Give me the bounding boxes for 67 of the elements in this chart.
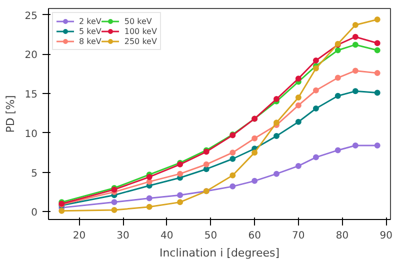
point	[352, 88, 358, 94]
point	[374, 90, 380, 96]
point	[274, 133, 280, 140]
legend-label: 100 keV	[124, 26, 157, 36]
point	[252, 178, 258, 184]
y-tick-label: 25	[24, 10, 38, 22]
point	[374, 70, 380, 76]
point	[230, 156, 236, 162]
y-tick-label: 15	[24, 90, 38, 101]
point	[230, 150, 236, 156]
point	[252, 150, 258, 156]
point	[177, 170, 184, 177]
x-axis-title: Inclination i [degrees]	[159, 246, 280, 260]
point	[230, 183, 236, 190]
point	[374, 16, 380, 23]
point	[295, 162, 302, 169]
y-axis-title: PD [%]	[4, 95, 17, 133]
point	[203, 161, 210, 168]
x-tick-label: 40	[160, 230, 174, 242]
point	[312, 105, 319, 112]
point	[111, 199, 118, 206]
point	[111, 207, 118, 214]
x-tick-label: 60	[248, 230, 261, 242]
point	[295, 118, 302, 125]
y-tick-label: 0	[31, 208, 38, 219]
point	[352, 22, 358, 28]
point	[312, 57, 319, 64]
point	[312, 87, 319, 94]
point	[146, 195, 152, 202]
point	[274, 170, 280, 177]
legend-label: 50 keV	[124, 16, 152, 26]
legend-label: 5 keV	[79, 26, 102, 36]
point	[295, 102, 302, 108]
point	[295, 94, 302, 100]
point	[312, 65, 319, 72]
point	[352, 68, 358, 74]
x-tick-label: 20	[72, 230, 86, 242]
point	[295, 76, 302, 82]
y-tick-label: 20	[24, 50, 38, 62]
point	[252, 135, 258, 142]
point	[274, 120, 280, 126]
point	[58, 208, 65, 214]
y-tick-label: 5	[31, 168, 38, 180]
point	[334, 74, 341, 81]
point	[352, 34, 358, 40]
legend-label: 2 keV	[79, 16, 102, 26]
point	[374, 142, 380, 148]
point	[334, 92, 341, 99]
x-tick-label: 50	[204, 230, 218, 242]
point	[177, 192, 184, 198]
x-tick-label: 80	[336, 230, 349, 242]
point	[374, 40, 380, 46]
point	[177, 199, 184, 206]
point	[334, 47, 341, 54]
point	[352, 142, 358, 148]
point	[334, 147, 341, 154]
point	[230, 172, 236, 178]
point	[352, 42, 358, 48]
legend-label: 8 keV	[79, 36, 102, 46]
point	[312, 154, 319, 160]
point	[374, 47, 380, 54]
point	[146, 204, 152, 210]
x-tick-label: 70	[292, 230, 305, 242]
legend-label: 250 keV	[124, 36, 157, 46]
x-tick-label: 90	[380, 230, 392, 242]
x-tick-label: 30	[116, 230, 130, 242]
y-tick-label: 10	[24, 128, 38, 140]
